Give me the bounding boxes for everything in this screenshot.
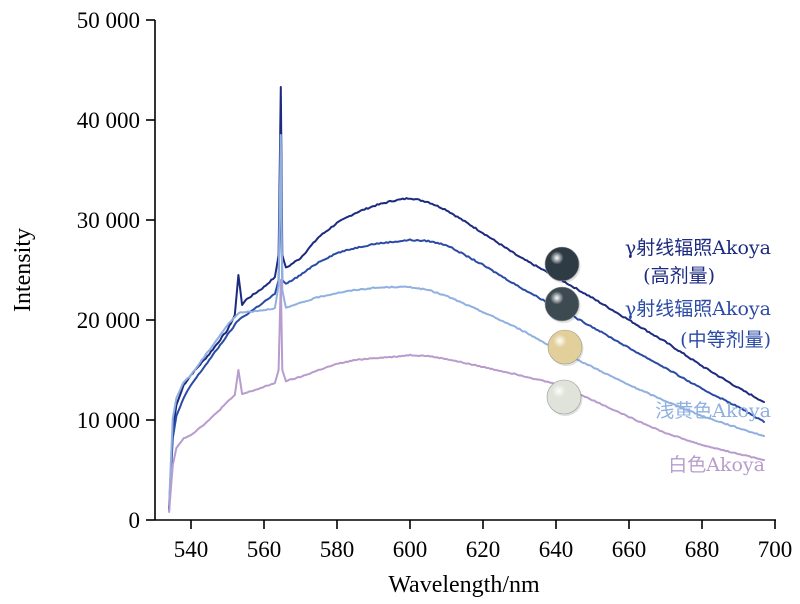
curve-labels: γ射线辐照Akoya (高剂量) γ射线辐照Akoya (中等剂量) 浅黄色Akoya 白… [544,237,771,476]
y-tick-label: 30 000 [77,208,140,233]
x-axis-title: Wavelength/nm [388,572,540,598]
x-tick-label: 640 [539,537,574,562]
pearl-icon [546,379,582,415]
series-line-3 [168,134,765,506]
pearl-icon [544,286,580,322]
axes [154,20,776,521]
y-axis-ticks: 0 10 000 20 000 30 000 40 000 50 000 [77,8,155,533]
series-line-2 [168,179,765,511]
x-tick-label: 620 [466,537,501,562]
y-tick-label: 40 000 [77,108,140,133]
x-tick-label: 560 [247,537,282,562]
series-label-3: 浅黄色Akoya [655,400,771,422]
pearl-icon [544,246,580,282]
y-tick-label: 10 000 [77,408,140,433]
series-label-4: 白色Akoya [668,454,765,476]
series-label-1: (高剂量) [643,265,715,287]
x-tick-label: 660 [612,537,647,562]
x-tick-label: 680 [685,537,720,562]
pearl-icon [547,329,583,365]
series-label-1: γ射线辐照Akoya [625,237,771,259]
x-axis-ticks: 540 560 580 600 620 640 660 680 700 [174,520,793,562]
series-line-4 [168,279,765,513]
y-tick-label: 50 000 [77,8,140,33]
y-tick-label: 20 000 [77,308,140,333]
series-label-2: γ射线辐照Akoya [625,298,771,320]
x-tick-label: 540 [174,537,209,562]
x-tick-label: 700 [758,537,793,562]
series-label-2: (中等剂量) [680,329,771,351]
y-axis-title: Intensity [10,228,36,312]
y-tick-label: 0 [129,508,141,533]
x-tick-label: 600 [393,537,428,562]
series-line-1 [168,86,765,509]
x-tick-label: 580 [320,537,355,562]
series-lines [168,86,765,513]
